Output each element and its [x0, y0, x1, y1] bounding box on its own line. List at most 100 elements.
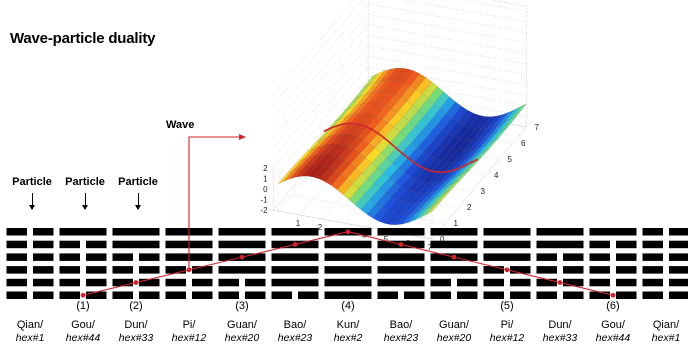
surface-wall-gridline: [273, 24, 369, 137]
hexagram-code: hex#2: [333, 332, 363, 344]
surface-z-tick-label: 1: [263, 175, 268, 184]
yin-line-segment: [86, 253, 107, 261]
yang-line: [324, 266, 372, 274]
yin-line-segment: [218, 291, 239, 299]
yin-line-segment: [377, 291, 398, 299]
yang-line: [324, 278, 372, 287]
step-number-label: (5): [500, 300, 514, 312]
hexagram-8: [377, 228, 425, 299]
yin-line-segment: [6, 266, 27, 274]
yin-line-segment: [669, 266, 688, 274]
yin-line-segment: [483, 291, 504, 299]
wave-label: Wave: [166, 119, 195, 131]
hexagram-code: hex#44: [65, 332, 101, 344]
hexagram-name: Qian/: [652, 319, 680, 331]
hexagram-11: [536, 228, 584, 299]
yin-line-segment: [139, 278, 160, 287]
yin-line-segment: [510, 291, 531, 299]
wave-link-line: [188, 136, 241, 270]
yang-line: [430, 266, 478, 274]
surface-x-tick-label: 2: [318, 223, 323, 232]
yang-line: [377, 228, 425, 236]
yin-line-segment: [589, 240, 610, 249]
yin-line-segment: [589, 278, 610, 287]
wave-trace-line: [323, 122, 479, 173]
yang-line: [589, 228, 637, 236]
hexagram-code: hex#12: [171, 332, 207, 344]
hexagram-name: Guan/: [227, 319, 257, 331]
surface-floor-gridline: [431, 126, 527, 240]
yin-line-segment: [59, 240, 80, 249]
surface-y-tick-label: 5: [508, 155, 513, 164]
yin-line-segment: [510, 266, 531, 274]
surface-wall-gridline: [273, 66, 369, 179]
yin-line-segment: [669, 228, 688, 236]
particle-label-3: Particle: [118, 176, 158, 188]
hexagram-name: Dun/: [548, 319, 572, 331]
yin-line-segment: [642, 266, 663, 274]
yin-line-segment: [430, 291, 451, 299]
transition-dot: [504, 267, 510, 273]
yin-line-segment: [139, 253, 160, 261]
yin-line-segment: [112, 278, 133, 287]
hexagram-name: Bao/: [389, 319, 413, 331]
hexagram-3: [112, 228, 160, 299]
particle-arrow-2: [82, 193, 88, 210]
yin-line-segment: [483, 266, 504, 274]
yin-line-segment: [86, 291, 107, 299]
yin-line-segment: [642, 228, 663, 236]
transition-dot: [398, 242, 404, 247]
yin-line-segment: [589, 291, 610, 299]
yin-line-segment: [192, 278, 213, 287]
yang-line: [271, 278, 319, 287]
particle-label-2: Particle: [65, 176, 105, 188]
step-number-label: (3): [235, 300, 249, 312]
particle-label-1: Particle: [12, 176, 52, 188]
hexagram-name: Qian/: [16, 319, 44, 331]
hexagram-code: hex#23: [383, 332, 419, 344]
yin-line-segment: [616, 240, 637, 249]
yin-line-segment: [642, 240, 663, 249]
yin-line-segment: [112, 291, 133, 299]
yin-line-segment: [192, 266, 213, 274]
yang-line: [218, 228, 266, 236]
hexagram-name: Kun/: [336, 319, 360, 331]
yin-line-segment: [165, 291, 186, 299]
yin-line-segment: [6, 278, 27, 287]
surface-wall-gridline: [273, 14, 369, 127]
yin-line-segment: [298, 291, 319, 299]
surface-wall-gridline: [273, 0, 363, 106]
yin-line-segment: [430, 278, 451, 287]
yin-line-segment: [33, 291, 54, 299]
hexagram-code: hex#33: [118, 332, 154, 344]
surface-y-tick-label: 0: [440, 235, 445, 244]
particle-arrow-1: [29, 193, 35, 210]
surface-floor-gridline: [277, 98, 373, 212]
transition-dot: [292, 242, 298, 247]
yin-line-segment: [86, 240, 107, 249]
yin-line-segment: [642, 278, 663, 287]
yin-line-segment: [563, 291, 584, 299]
transition-dot: [557, 280, 563, 285]
yang-line: [483, 228, 531, 236]
hexagram-9: [430, 228, 478, 299]
hexagram-name: Bao/: [283, 319, 307, 331]
yin-line-segment: [536, 266, 557, 274]
yang-line: [324, 240, 372, 249]
yin-line-segment: [33, 228, 54, 236]
surface-z-tick-label: 2: [263, 164, 268, 173]
surface-y-tick-label: 6: [521, 139, 526, 148]
surface-x-tick-label: 7: [428, 243, 433, 252]
step-number-label: (4): [341, 300, 355, 312]
surface-facet: [492, 127, 508, 142]
yin-line-segment: [6, 291, 27, 299]
yin-line-segment: [165, 278, 186, 287]
hexagram-code: hex#23: [277, 332, 313, 344]
transition-dot: [610, 292, 616, 298]
hexagram-2: [59, 228, 107, 299]
surface-floor-gridline: [409, 122, 505, 236]
yin-line-segment: [245, 278, 266, 287]
yin-line-segment: [510, 278, 531, 287]
